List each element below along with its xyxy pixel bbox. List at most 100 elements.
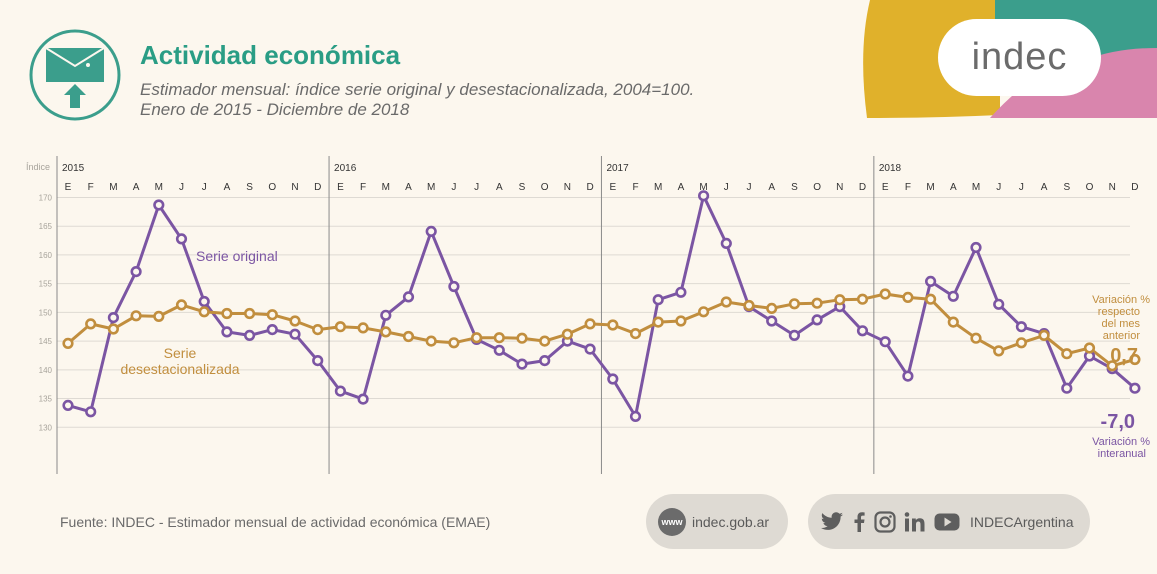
data-point-desestacionalizada — [1038, 329, 1050, 342]
month-label: D — [314, 182, 321, 193]
data-point-original — [312, 355, 324, 367]
social-pill[interactable]: INDECArgentina — [808, 494, 1090, 549]
data-point-desestacionalizada — [425, 335, 437, 347]
var-mensual-line2: respecto — [1098, 306, 1140, 318]
data-point-original — [652, 294, 664, 306]
envelope-up-icon — [29, 29, 121, 121]
month-label: S — [1063, 182, 1070, 193]
chart-axes: 130 135 140 145 150 155 160 165 170 Índice 2015 201… — [26, 156, 1139, 474]
data-point-desestacionalizada — [947, 316, 959, 328]
data-point-original — [1129, 382, 1141, 394]
page-title: Actividad económica — [140, 40, 401, 70]
month-label: M — [427, 182, 435, 193]
data-point-desestacionalizada — [471, 332, 483, 344]
data-point-original — [924, 275, 937, 288]
var-interanual-value: -7,0 — [1101, 411, 1135, 433]
month-label: D — [1131, 182, 1138, 193]
var-interanual-line1: Variación % — [1092, 436, 1150, 448]
month-label: E — [337, 182, 344, 193]
data-point-original — [402, 291, 415, 303]
facebook-icon[interactable] — [852, 511, 866, 532]
data-point-desestacionalizada — [1106, 360, 1118, 372]
year-label: 2016 — [334, 163, 357, 174]
month-label: A — [1041, 182, 1048, 193]
data-point-original — [289, 328, 301, 340]
data-point-original — [970, 241, 982, 254]
data-point-desestacionalizada — [629, 328, 642, 340]
month-label: J — [1019, 182, 1024, 193]
y-tick-label: 155 — [39, 280, 53, 289]
month-label: A — [224, 182, 231, 193]
data-point-desestacionalizada — [720, 296, 732, 308]
data-point-desestacionalizada — [266, 309, 278, 321]
month-label: D — [586, 182, 593, 193]
page-period: Enero de 2015 - Diciembre de 2018 — [140, 100, 410, 119]
indec-logo: indec — [938, 19, 1101, 96]
data-point-desestacionalizada — [334, 321, 347, 333]
var-mensual-value: 0,7 — [1110, 345, 1138, 367]
month-label: D — [859, 182, 866, 193]
data-point-original — [334, 385, 347, 397]
data-point-desestacionalizada — [697, 306, 710, 318]
year-label: 2017 — [606, 163, 629, 174]
month-label: F — [632, 182, 638, 193]
data-point-desestacionalizada — [357, 322, 369, 334]
data-point-original — [130, 266, 142, 278]
month-label: A — [405, 182, 412, 193]
data-point-original — [856, 325, 869, 337]
month-label: O — [1086, 182, 1094, 193]
data-point-original — [153, 199, 165, 211]
data-point-original — [357, 393, 369, 405]
data-point-original — [198, 295, 210, 308]
data-point-desestacionalizada — [584, 318, 596, 330]
data-point-original — [629, 410, 642, 423]
data-point-desestacionalizada — [607, 319, 619, 331]
instagram-icon[interactable] — [874, 510, 896, 533]
y-axis-label: Índice — [26, 162, 50, 172]
social-handle[interactable]: INDECArgentina — [970, 513, 1074, 530]
month-label: E — [882, 182, 889, 193]
month-label: M — [654, 182, 662, 193]
data-point-desestacionalizada — [561, 328, 574, 340]
y-tick-label: 130 — [39, 423, 53, 432]
month-label: M — [972, 182, 980, 193]
month-label: E — [65, 182, 72, 193]
data-point-desestacionalizada — [493, 332, 505, 344]
month-label: A — [768, 182, 775, 193]
youtube-icon[interactable] — [934, 513, 960, 531]
y-tick-label: 165 — [39, 222, 53, 231]
month-label: M — [926, 182, 934, 193]
month-label: F — [88, 182, 94, 193]
website-link[interactable]: indec.gob.ar — [692, 513, 770, 530]
data-point-original — [697, 190, 710, 202]
website-pill[interactable]: www indec.gob.ar — [646, 494, 788, 549]
month-label: A — [496, 182, 503, 193]
var-mensual-line3: del mes — [1101, 318, 1140, 330]
month-label: M — [699, 182, 707, 193]
month-label: J — [451, 182, 456, 193]
data-point-original — [902, 370, 914, 382]
month-label: J — [724, 182, 729, 193]
data-point-original — [175, 233, 188, 245]
data-point-original — [993, 298, 1005, 310]
month-label: E — [609, 182, 616, 193]
data-point-original — [720, 237, 732, 249]
twitter-icon[interactable] — [820, 511, 844, 532]
data-point-desestacionalizada — [924, 293, 937, 305]
linkedin-icon[interactable] — [904, 511, 926, 532]
data-point-original — [62, 399, 74, 412]
month-label: J — [747, 182, 752, 193]
data-point-desestacionalizada — [675, 315, 687, 327]
month-label: F — [360, 182, 366, 193]
data-point-original — [1015, 321, 1028, 333]
www-icon: www — [658, 507, 686, 536]
data-point-desestacionalizada — [402, 330, 415, 343]
y-tick-label: 170 — [39, 193, 53, 202]
var-mensual-line4: anterior — [1103, 330, 1141, 342]
data-point-desestacionalizada — [62, 337, 74, 350]
data-point-original — [1061, 382, 1073, 394]
data-point-original — [539, 355, 551, 367]
y-tick-label: 150 — [39, 308, 53, 317]
data-point-original — [425, 225, 437, 237]
data-point-desestacionalizada — [652, 316, 664, 328]
